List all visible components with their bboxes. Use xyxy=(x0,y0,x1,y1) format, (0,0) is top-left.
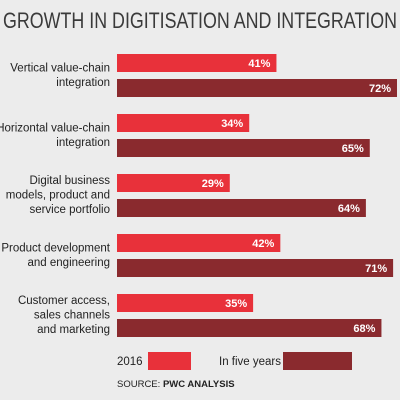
category-label: Digital business models, product and servi… xyxy=(6,175,110,216)
category-line: sales channels xyxy=(34,310,110,322)
category-line: Product development xyxy=(1,242,110,254)
category-line: Horizontal value-chain xyxy=(0,122,110,134)
bar xyxy=(117,139,370,157)
value-label: 29% xyxy=(202,178,224,190)
bar xyxy=(117,294,254,312)
value-label: 41% xyxy=(248,58,270,70)
category-label: Product development and engineering xyxy=(1,242,110,269)
category-label: Vertical value-chain integration xyxy=(10,62,110,89)
bar xyxy=(117,54,277,72)
value-label: 68% xyxy=(353,323,375,335)
bar xyxy=(117,259,394,277)
source-name: PWC ANALYSIS xyxy=(163,379,235,390)
chart-title: GROWTH IN DIGITISATION AND INTEGRATION xyxy=(3,8,397,33)
category-line: Digital business xyxy=(29,175,110,187)
legend-label: 2016 xyxy=(117,356,143,368)
category-line: integration xyxy=(56,77,110,89)
category-line: and marketing xyxy=(37,324,110,336)
legend-label: In five years xyxy=(219,356,281,368)
value-label: 35% xyxy=(225,298,247,310)
legend-swatch xyxy=(148,352,191,370)
value-label: 64% xyxy=(338,203,360,215)
category-label: Horizontal value-chain integration xyxy=(0,122,110,149)
bar xyxy=(117,79,397,97)
value-label: 65% xyxy=(342,143,364,155)
category-line: service portfolio xyxy=(29,204,110,216)
source-label: SOURCE: xyxy=(117,379,160,390)
value-label: 34% xyxy=(221,118,243,130)
bar xyxy=(117,199,366,217)
bar xyxy=(117,174,230,192)
category-line: and engineering xyxy=(28,257,111,269)
category-line: Customer access, xyxy=(18,295,110,307)
category-label: Customer access, sales channels and market… xyxy=(18,295,110,336)
category-line: integration xyxy=(56,137,110,149)
legend-swatch xyxy=(283,352,352,370)
category-line: models, product and xyxy=(6,190,110,202)
value-label: 42% xyxy=(252,238,274,250)
bar xyxy=(117,114,250,132)
source: SOURCE: PWC ANALYSIS xyxy=(117,379,235,390)
value-label: 72% xyxy=(369,83,391,95)
category-line: Vertical value-chain xyxy=(10,62,110,74)
bar xyxy=(117,234,281,252)
value-label: 71% xyxy=(365,263,387,275)
bar xyxy=(117,319,382,337)
